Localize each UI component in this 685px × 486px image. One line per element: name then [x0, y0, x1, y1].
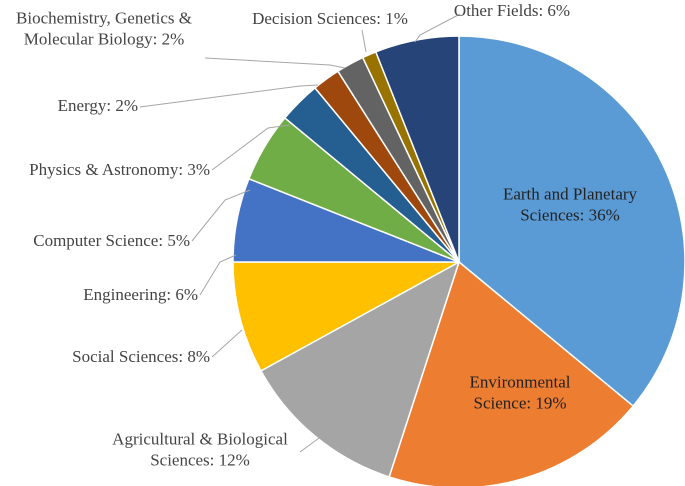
leader-line-9: [204, 57, 346, 69]
leader-lines: [139, 13, 461, 453]
slice-label-6: Computer Science: 5%: [33, 231, 190, 250]
slice-label-2: Environmental Science: 19%: [469, 373, 570, 413]
leader-line-11: [414, 13, 461, 43]
leader-line-7: [211, 124, 291, 171]
leader-line-3: [299, 429, 331, 453]
pie-slice-4: [232, 261, 460, 372]
leader-line-4: [211, 329, 243, 358]
slice-label-7: Physics & Astronomy: 3%: [29, 160, 210, 179]
leader-line-8: [139, 84, 319, 108]
pie-slice-2: [388, 260, 635, 486]
slice-label-8: Energy: 2%: [58, 96, 138, 115]
slice-label-11: Other Fields: 6%: [454, 1, 570, 20]
pie-slice-1: [458, 35, 685, 408]
slice-labels: Earth and Planetary Sciences: 36% Environm…: [16, 1, 638, 470]
pie-slices: [232, 35, 685, 486]
slice-label-3: Agricultural & Biological Sciences: 12%: [112, 430, 288, 470]
slice-label-5: Engineering: 6%: [83, 285, 198, 304]
slice-label-4: Social Sciences: 8%: [72, 347, 210, 366]
leader-line-5: [199, 254, 237, 296]
slice-label-9: Biochemistry, Genetics & Molecular Biolog…: [16, 9, 192, 49]
slice-label-1: Earth and Planetary Sciences: 36%: [503, 185, 638, 225]
pie-slice-3: [259, 260, 461, 478]
leader-line-10: [361, 29, 367, 53]
leader-line-6: [191, 189, 251, 242]
slice-label-10: Decision Sciences: 1%: [252, 9, 408, 28]
